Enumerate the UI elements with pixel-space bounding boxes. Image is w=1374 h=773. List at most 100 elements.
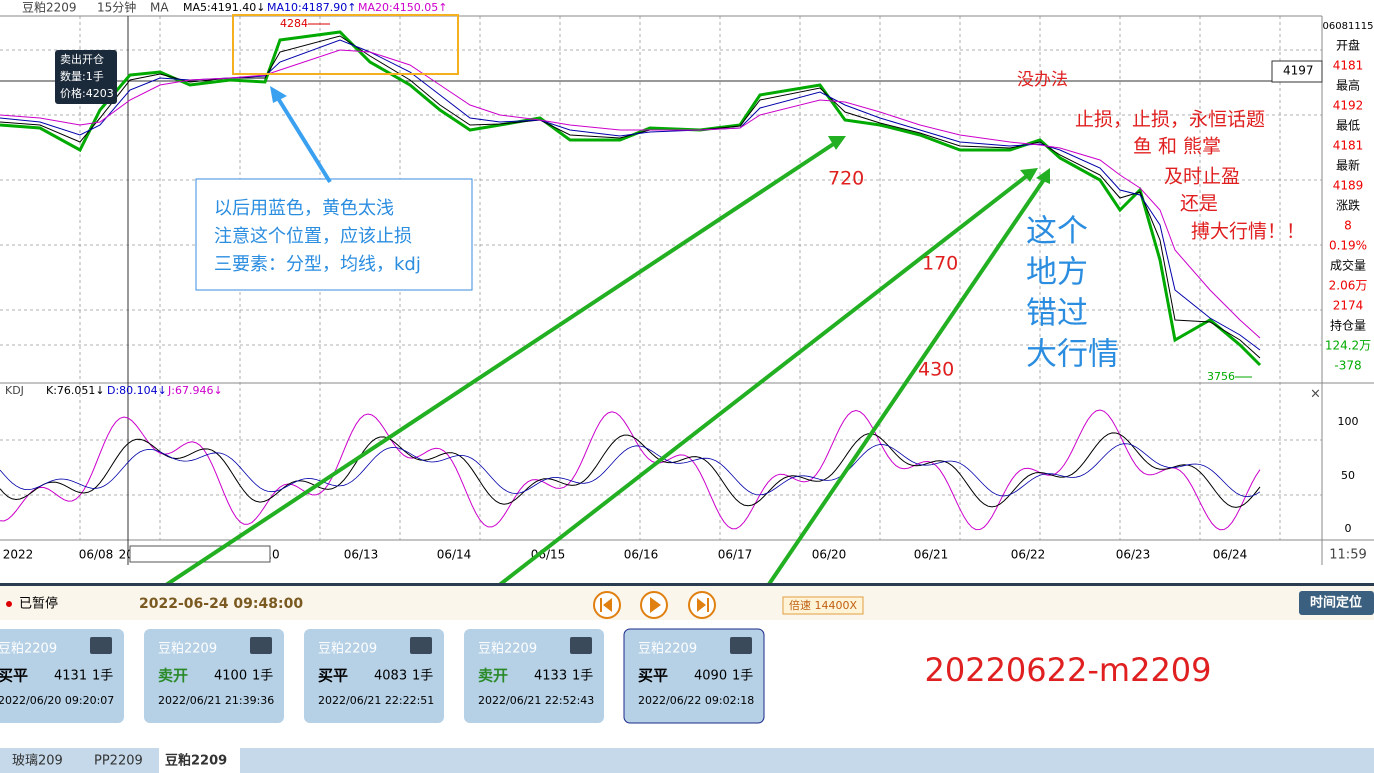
card-time: 2022/06/22 09:02:18	[638, 694, 754, 707]
annotation: 还是	[1180, 193, 1218, 215]
tooltip-line: 数量:1手	[60, 69, 104, 83]
clock: 11:59	[1329, 548, 1366, 563]
kdj-line	[0, 443, 1261, 498]
tooltip-line: 价格:4203	[60, 86, 114, 100]
note-line: 以后用蓝色，黄色太浅	[214, 198, 394, 219]
trade-card[interactable]	[144, 629, 284, 723]
annotation: 搏大行情！！	[1191, 221, 1305, 243]
side-field: -378	[1334, 359, 1361, 373]
card-action: 买平	[638, 667, 668, 685]
playback[interactable]	[593, 591, 716, 619]
trade-card[interactable]	[623, 628, 765, 724]
side-field: 124.2万	[1325, 339, 1371, 353]
card-price: 4083	[374, 669, 407, 684]
price-line	[0, 30, 1262, 367]
x-label: 06/16	[624, 548, 659, 562]
side-field: 涨跌	[1336, 198, 1360, 213]
icon	[600, 598, 602, 612]
card-price: 4133	[534, 669, 567, 684]
note-box	[195, 178, 473, 291]
card-time: 2022/06/20 09:20:07	[0, 694, 114, 707]
side-field: 最高	[1336, 78, 1360, 93]
card-symbol: 豆粕2209	[638, 642, 697, 657]
kdj-line	[0, 432, 1261, 508]
kdj-d: D:80.104↓	[107, 384, 167, 397]
grid	[0, 16, 1322, 540]
icon	[603, 598, 612, 612]
x-label: 06/17	[718, 548, 753, 562]
side-field: 最新	[1336, 158, 1360, 173]
tab-active[interactable]	[159, 748, 240, 773]
ma-label: MA	[150, 1, 169, 15]
kdj-tick: 100	[1338, 415, 1359, 428]
side-field: 2.06万	[1329, 279, 1368, 293]
separator	[0, 583, 1374, 586]
x-label: 06/23	[1116, 548, 1151, 562]
close-icon[interactable]: ×	[1310, 387, 1321, 402]
speed-box[interactable]	[782, 596, 864, 615]
annotation: 鱼 和 熊掌	[1133, 136, 1221, 158]
high-label: 4284	[280, 17, 308, 30]
card-action: 买平	[0, 667, 28, 685]
note-arrowhead	[270, 86, 287, 103]
ma20-line	[0, 49, 1261, 339]
x-label: 06/14	[437, 548, 472, 562]
kdj-j: J:67.946↓	[167, 384, 223, 397]
current-label: 4197	[1283, 64, 1314, 78]
speed[interactable]: 倍速 14400X	[789, 598, 857, 612]
trade-arrow	[398, 173, 1030, 664]
card-action: 卖开	[478, 667, 508, 685]
card-symbol: 豆粕2209	[0, 642, 57, 657]
kdj-k: K:76.051↓	[46, 384, 105, 397]
card-time: 2022/06/21 22:22:51	[318, 694, 434, 707]
card-price: 4090	[694, 669, 727, 684]
tooltip-line: 卖出开仓	[60, 52, 104, 66]
side-field: 4181	[1333, 139, 1364, 153]
chat-icon	[250, 637, 272, 654]
status-dot	[6, 601, 12, 607]
trade-card[interactable]	[304, 629, 444, 723]
kdj-tick: 50	[1341, 469, 1355, 482]
big-annotation: 地方	[1026, 255, 1088, 291]
kdj-label: KDJ	[5, 384, 24, 397]
locate-button[interactable]	[1299, 591, 1374, 615]
big-annotation: 错过	[1026, 296, 1088, 332]
side-field: 06081115	[1323, 21, 1374, 32]
card-symbol: 豆粕2209	[478, 642, 537, 657]
x-label: 06/15	[531, 548, 566, 562]
card-price: 4131	[54, 669, 87, 684]
card-qty: 1手	[92, 669, 113, 684]
trade-card[interactable]	[464, 629, 604, 723]
side-field: 开盘	[1336, 38, 1360, 53]
annotation: 720	[828, 168, 864, 190]
tab[interactable]: PP2209	[94, 754, 143, 769]
card-qty: 1手	[732, 669, 753, 684]
kdj-line	[0, 409, 1261, 531]
note-arrow	[274, 93, 332, 184]
card-qty: 1手	[412, 669, 433, 684]
big-annotation: 大行情	[1026, 337, 1119, 373]
annotation: 止损，止损，永恒话题	[1075, 109, 1265, 131]
chat-icon	[570, 637, 592, 654]
annotation: 没办法	[1017, 70, 1068, 90]
card-symbol: 豆粕2209	[158, 642, 217, 657]
side-field: 最低	[1336, 119, 1360, 133]
side-field: 4192	[1333, 99, 1364, 113]
icon	[697, 598, 706, 612]
locate-label[interactable]: 时间定位	[1310, 595, 1362, 611]
icon	[707, 598, 709, 612]
annotation: 及时止盈	[1164, 166, 1240, 188]
arrowhead	[1036, 168, 1050, 184]
card-time: 2022/06/21 21:39:36	[158, 694, 274, 707]
x-label: 06/21	[914, 548, 949, 562]
card-time: 2022/06/21 22:52:43	[478, 694, 594, 707]
side-field: 0.19%	[1329, 239, 1367, 253]
tab[interactable]: 玻璃209	[12, 754, 63, 769]
card-price: 4100	[214, 669, 247, 684]
control-bar	[0, 586, 1374, 620]
icon	[650, 597, 661, 613]
x-label: 06/24	[1213, 548, 1248, 562]
note-line: 注意这个位置，应该止损	[214, 226, 412, 247]
tab[interactable]: 豆粕2209	[165, 753, 227, 769]
